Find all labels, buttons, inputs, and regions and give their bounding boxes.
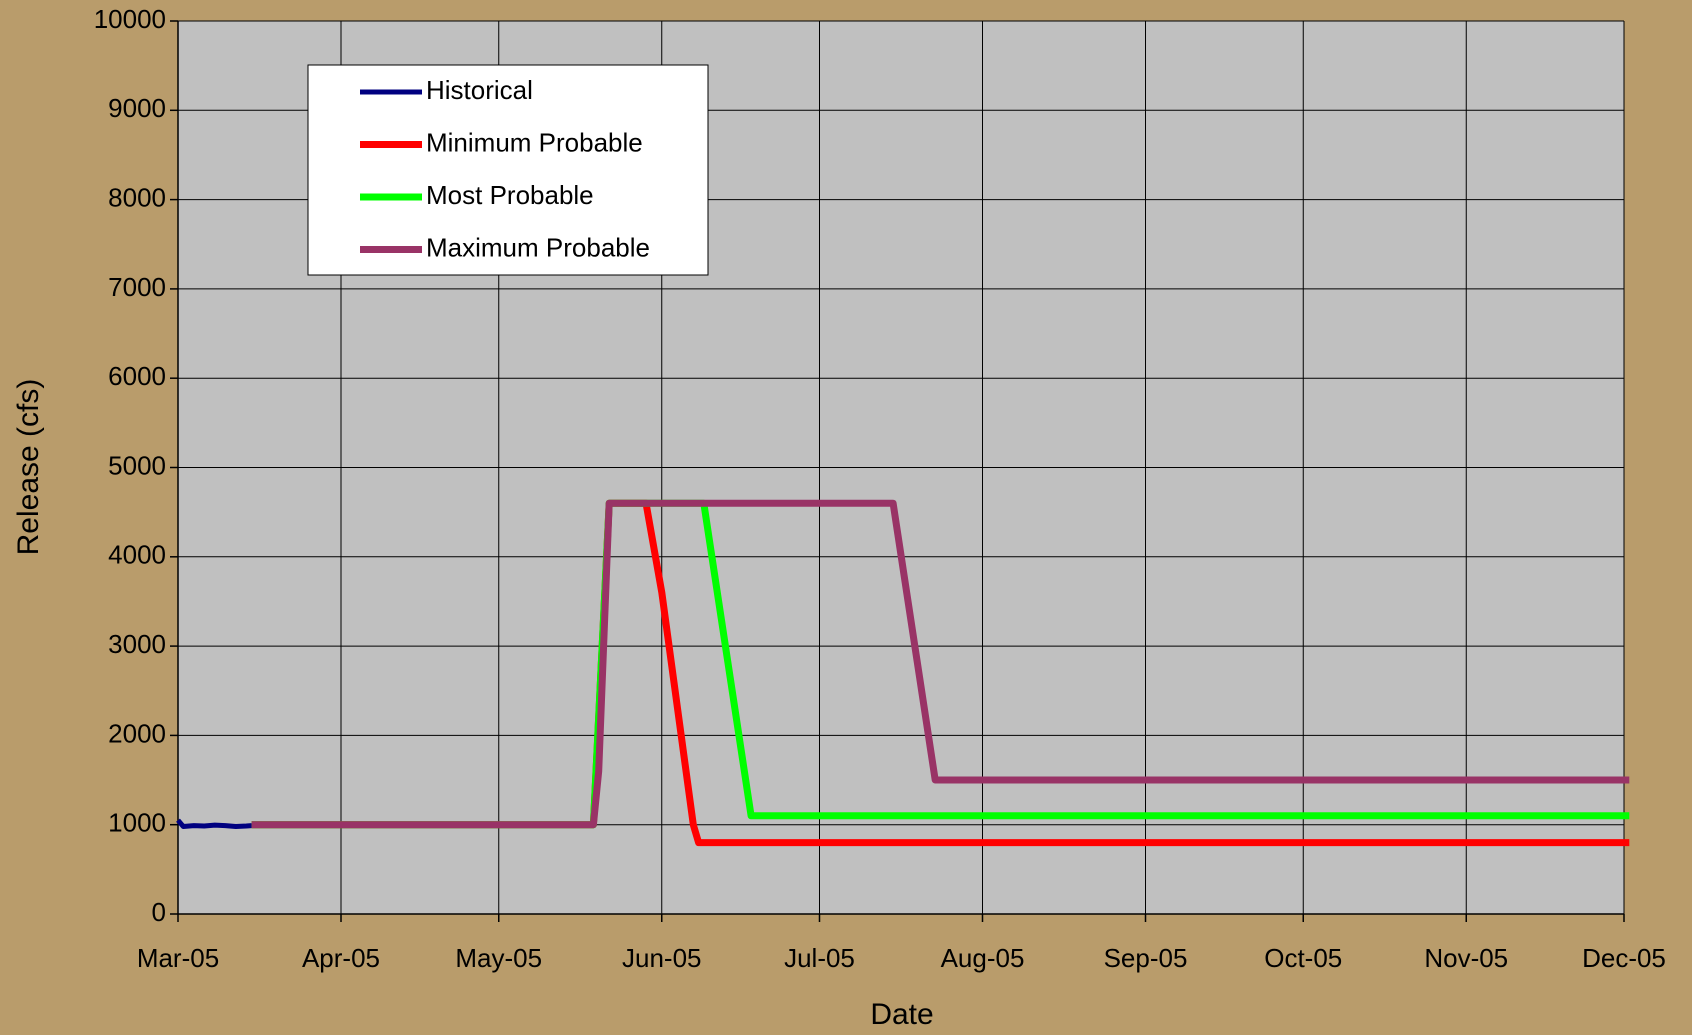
x-tick-label: May-05 (455, 943, 542, 973)
legend-label: Most Probable (426, 180, 594, 210)
x-tick-label: Jul-05 (784, 943, 855, 973)
y-tick-label: 3000 (108, 629, 166, 659)
x-tick-label: Mar-05 (137, 943, 219, 973)
x-tick-label: Sep-05 (1104, 943, 1188, 973)
y-tick-label: 1000 (108, 808, 166, 838)
series-line (176, 818, 252, 829)
y-tick-label: 0 (152, 897, 166, 927)
series-line (251, 499, 1630, 829)
legend-label: Minimum Probable (426, 127, 643, 157)
x-tick-label: Dec-05 (1582, 943, 1666, 973)
x-tick-label: Apr-05 (302, 943, 380, 973)
y-tick-label: 9000 (108, 93, 166, 123)
y-tick-label: 4000 (108, 540, 166, 570)
x-tick-label: Aug-05 (941, 943, 1025, 973)
x-axis-label: Date (870, 998, 933, 1031)
y-tick-label: 8000 (108, 182, 166, 212)
y-tick-label: 2000 (108, 718, 166, 748)
legend-box (307, 64, 709, 276)
y-tick-label: 6000 (108, 361, 166, 391)
y-tick-label: 5000 (108, 450, 166, 480)
legend-label: Historical (426, 75, 533, 105)
x-tick-label: Oct-05 (1264, 943, 1342, 973)
legend-label: Maximum Probable (426, 232, 650, 262)
y-tick-label: 10000 (94, 4, 166, 34)
y-tick-label: 7000 (108, 272, 166, 302)
x-tick-label: Jun-05 (622, 943, 702, 973)
x-tick-label: Nov-05 (1424, 943, 1508, 973)
y-axis-label: Release (cfs) (12, 379, 45, 556)
